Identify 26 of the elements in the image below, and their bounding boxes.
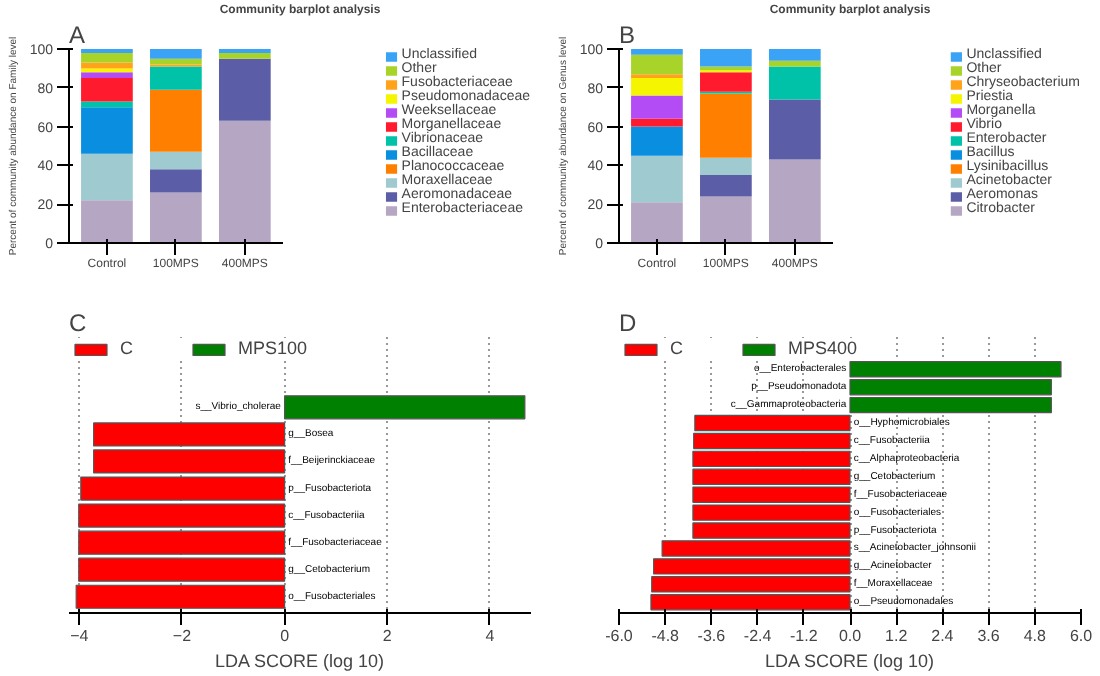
text: C (69, 309, 87, 337)
x-tick-label: 2 (382, 627, 393, 645)
x-tick-label: 3.6 (977, 627, 1001, 645)
x-tick-label: -6.0 (605, 627, 634, 645)
x-tick-label: 4.8 (1023, 627, 1048, 645)
x-tick-label: -2.4 (743, 627, 773, 645)
x-tick-label: 0 (280, 627, 291, 645)
x-tick-label: -3.6 (697, 627, 727, 645)
x-tick-label: -4.8 (651, 627, 681, 645)
legend-label: MPS100 (238, 338, 308, 358)
x-tick-label: 6.0 (1069, 627, 1094, 645)
annotation: B (619, 21, 636, 49)
x-tick-label: 1.2 (885, 627, 909, 645)
x-tick-label: -1.2 (790, 627, 819, 645)
x-tick-label: 4 (485, 627, 496, 645)
x-tick-label: −4 (70, 627, 90, 645)
x-axis-title: LDA SCORE (log 10) (764, 651, 935, 671)
annotation: D (619, 309, 637, 337)
x-tick-label: −2 (172, 627, 193, 645)
x-axis-title: LDA SCORE (log 10) (214, 651, 385, 671)
annotation: A (69, 21, 86, 49)
legend-label: C (120, 338, 135, 358)
legend-label: MPS400 (788, 338, 858, 358)
x-tick-label: 0.0 (838, 627, 863, 645)
legend-label: C (670, 338, 685, 358)
x-tick-label: 2.4 (931, 627, 955, 645)
